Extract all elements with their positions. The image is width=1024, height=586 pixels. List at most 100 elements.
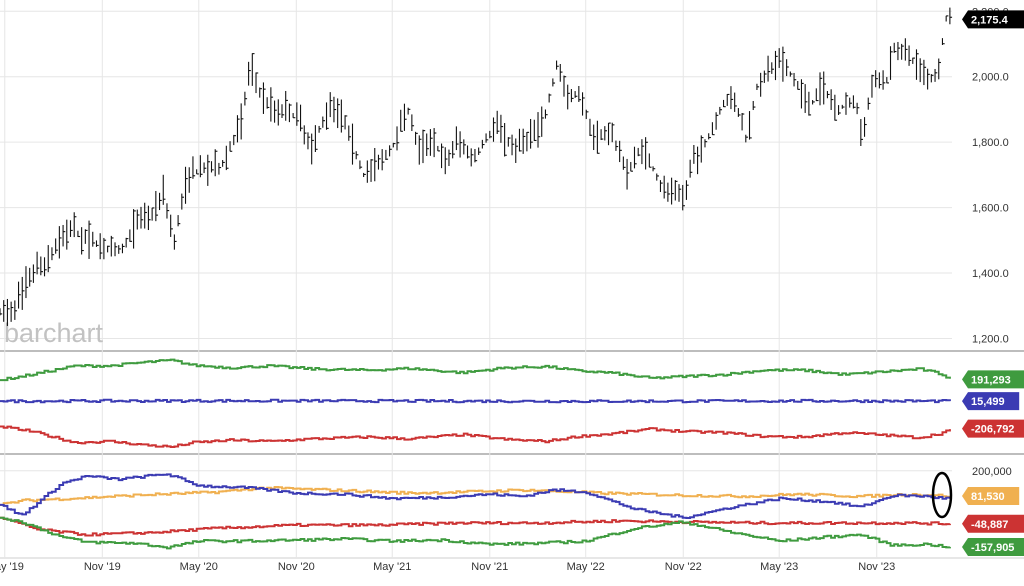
price-bar <box>25 266 29 299</box>
trader-last-tag-text: -157,905 <box>971 542 1014 554</box>
price-bar <box>708 133 711 140</box>
price-bar <box>663 175 667 199</box>
price-bar <box>292 113 296 119</box>
price-bar <box>704 139 708 148</box>
price-bar <box>389 145 392 157</box>
trader-last-tag-text: 81,530 <box>971 491 1005 503</box>
price-bar <box>923 59 927 86</box>
price-bar <box>73 212 77 238</box>
price-bar <box>741 112 745 131</box>
price-bar <box>685 180 689 200</box>
price-bar <box>504 123 507 157</box>
price-bar <box>789 71 793 77</box>
price-bar <box>715 112 719 130</box>
price-bar <box>834 94 838 121</box>
price-bar <box>303 125 307 145</box>
net-last-tag-text: 191,293 <box>971 374 1011 386</box>
price-bar <box>207 154 210 186</box>
price-bar <box>556 60 559 70</box>
price-bar <box>689 159 693 178</box>
price-bar <box>889 46 893 80</box>
price-bar <box>422 129 426 164</box>
price-bar <box>511 134 515 156</box>
price-bar <box>40 256 44 276</box>
price-bar <box>930 74 934 83</box>
price-bar <box>860 119 864 146</box>
price-bar <box>697 146 700 175</box>
grid-layer <box>0 0 1024 559</box>
price-bar <box>84 229 88 244</box>
price-bar <box>296 102 300 126</box>
price-bar <box>6 298 10 326</box>
price-bar <box>871 74 875 98</box>
price-bar <box>318 125 322 133</box>
price-bar <box>915 49 919 80</box>
price-bar <box>611 122 615 143</box>
price-bar <box>938 58 941 80</box>
price-bar <box>396 126 400 151</box>
price-bar <box>604 126 608 141</box>
price-bar <box>830 89 834 111</box>
price-bar <box>351 123 355 165</box>
net-last-tag-text: -206,792 <box>971 424 1014 436</box>
net-last-tag: 15,499 <box>962 392 1020 411</box>
price-bar <box>893 42 897 53</box>
price-bar <box>485 133 489 143</box>
price-bar <box>678 184 682 202</box>
price-bar <box>262 82 266 114</box>
price-bar <box>548 93 552 103</box>
price-bar <box>852 95 856 109</box>
price-bar <box>107 245 110 253</box>
price-bar <box>756 83 760 91</box>
price-bar <box>867 97 871 110</box>
price-bar <box>722 99 726 108</box>
price-bar <box>659 180 663 192</box>
price-bar <box>133 209 136 249</box>
price-bar <box>62 224 66 247</box>
price-bar <box>800 79 804 109</box>
price-bar <box>845 92 849 115</box>
price-bar <box>563 75 567 97</box>
price-bar <box>481 139 485 149</box>
price-bar <box>823 71 826 105</box>
price-bar <box>184 166 188 204</box>
price-bar <box>229 141 233 152</box>
price-bar <box>118 245 121 254</box>
price-bar <box>771 62 774 74</box>
price-bar <box>325 102 329 130</box>
highlight-ellipse <box>931 471 953 519</box>
price-bar <box>863 117 867 137</box>
price-bar <box>225 145 229 171</box>
price-bar <box>815 88 819 102</box>
series-layer <box>0 7 953 550</box>
price-bar <box>522 128 526 154</box>
price-bar <box>348 125 351 141</box>
price-y-tick-label: 1,200.0 <box>972 333 1009 345</box>
price-bar <box>496 110 500 135</box>
price-bar <box>908 45 912 66</box>
trader-series-line <box>0 473 951 519</box>
trader-last-tag: 81,530 <box>962 487 1020 506</box>
net-last-tag: 191,293 <box>962 370 1024 389</box>
price-bar <box>266 97 270 109</box>
price-bar <box>700 135 704 163</box>
price-bar <box>18 281 21 309</box>
price-bar <box>155 190 159 222</box>
price-bar <box>763 70 767 83</box>
price-bar <box>281 104 285 118</box>
price-bar <box>882 70 886 90</box>
price-bar <box>615 140 619 151</box>
price-bar <box>530 118 533 149</box>
price-bar <box>626 158 630 190</box>
price-bar <box>593 124 596 151</box>
price-bar <box>385 149 389 161</box>
price-bar <box>244 91 248 106</box>
price-bar <box>99 233 103 260</box>
price-bar <box>849 97 852 108</box>
price-bar <box>411 114 415 132</box>
price-bar <box>711 122 715 136</box>
price-bar <box>159 192 162 211</box>
price-bar <box>633 146 637 169</box>
price-bar <box>170 214 173 237</box>
